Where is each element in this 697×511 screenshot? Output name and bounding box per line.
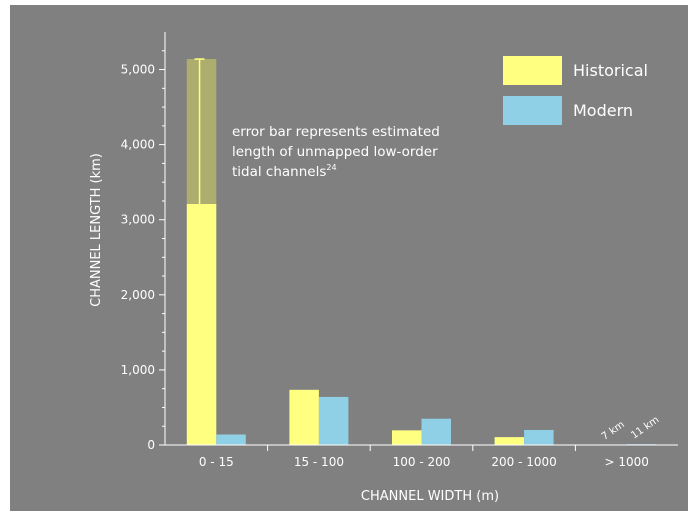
bar-historical <box>494 437 525 445</box>
y-tick-label: 3,000 <box>121 213 155 227</box>
bar-historical <box>186 203 217 445</box>
legend: Historical Modern <box>503 56 648 125</box>
x-axis-label: CHANNEL WIDTH (m) <box>361 489 499 504</box>
bar-historical <box>289 389 319 445</box>
chart-panel <box>10 5 688 511</box>
x-tick-label: 0 - 15 <box>199 455 234 469</box>
annotation-line: error bar represents estimated <box>232 124 440 140</box>
annotation-line: tidal channels24 <box>232 163 337 180</box>
x-tick-label: 15 - 100 <box>294 455 344 469</box>
bar-value-label: 7 km <box>600 419 627 442</box>
bar-modern <box>318 396 349 445</box>
x-tick-label: 100 - 200 <box>393 455 451 469</box>
error-range-band <box>186 59 217 204</box>
x-tick-label: > 1000 <box>604 455 648 469</box>
bar-modern <box>421 418 451 445</box>
axes <box>164 32 678 451</box>
y-tick-label: 2,000 <box>121 288 155 302</box>
y-tick-label: 1,000 <box>121 363 155 377</box>
annotation-line: length of unmapped low-order <box>232 144 438 160</box>
y-tick-label: 5,000 <box>121 63 155 77</box>
bar-value-label: 11 km <box>629 414 661 441</box>
bar-historical <box>392 430 422 445</box>
annotation-superscript: 24 <box>326 163 336 172</box>
y-axis-label: CHANNEL LENGTH (km) <box>89 153 104 307</box>
bar-modern <box>216 434 246 445</box>
x-tick-labels: 0 - 15 15 - 100 100 - 200 200 - 1000 > 1000 <box>199 455 649 469</box>
legend-label-modern: Modern <box>573 101 633 120</box>
bars: 7 km 11 km <box>186 58 661 445</box>
y-tick-label: 0 <box>147 438 155 452</box>
bar-modern <box>524 429 554 445</box>
legend-swatch-modern <box>503 96 562 125</box>
x-tick-label: 200 - 1000 <box>491 455 556 469</box>
y-axis-ticks: 0 1,000 2,000 3,000 4,000 5,000 <box>121 50 165 452</box>
y-tick-label: 4,000 <box>121 138 155 152</box>
annotation: error bar represents estimated length of … <box>232 124 440 180</box>
legend-swatch-historical <box>503 56 562 85</box>
legend-label-historical: Historical <box>573 61 648 80</box>
